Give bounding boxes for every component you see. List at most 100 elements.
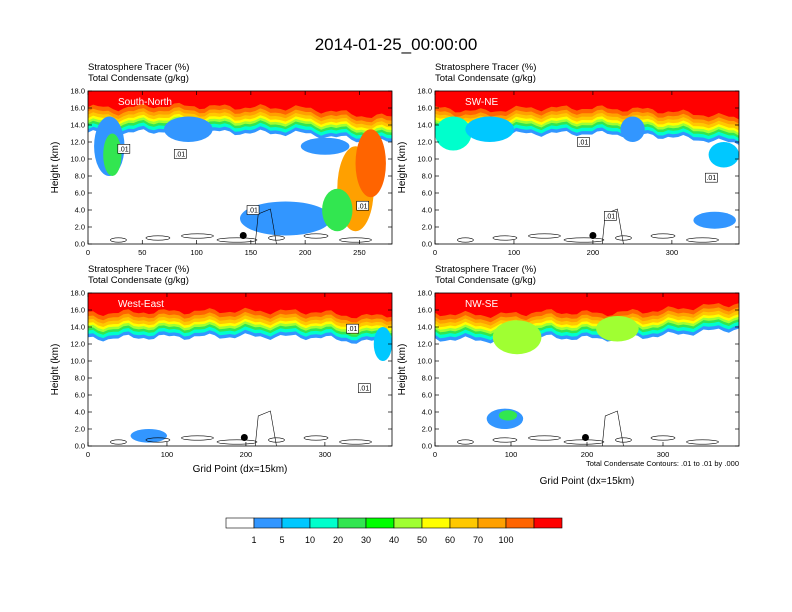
panel-subtitle-condensate: Total Condensate (g/kg): [435, 275, 536, 286]
colorbar-label: 1: [251, 535, 256, 545]
y-tick-label: 6.0: [422, 391, 432, 400]
contour-line: [492, 437, 518, 443]
contour-line: [110, 237, 127, 243]
colorbar-cell: [477, 517, 507, 529]
y-tick-label: 4.0: [422, 408, 432, 417]
y-tick-label: 10.0: [70, 155, 85, 164]
contour-line: [254, 208, 277, 244]
tracer-field: [435, 91, 739, 244]
colorbar-cell: [309, 517, 339, 529]
colorbar-label: 100: [498, 535, 513, 545]
tracer-blob: [465, 116, 515, 142]
contour-label: .01: [248, 208, 258, 215]
contour-line: [181, 435, 214, 441]
contour-label-box: [358, 383, 371, 394]
y-tick-label: 6.0: [75, 189, 85, 198]
y-tick-label: 8.0: [422, 172, 432, 181]
colorbar-cell: [421, 517, 451, 529]
y-axis-label: Height (km): [397, 142, 408, 194]
x-tick-label: 0: [86, 450, 90, 459]
panel-subtitle-condensate: Total Condensate (g/kg): [88, 73, 189, 84]
y-tick-label: 2.0: [75, 425, 85, 434]
x-tick-label: 200: [587, 248, 600, 257]
contour-line: [457, 439, 474, 445]
contour-label: .01: [359, 386, 369, 393]
contour-label: .01: [579, 140, 589, 147]
location-marker: [589, 232, 597, 239]
tracer-blob: [164, 116, 213, 142]
contour-line: [268, 437, 285, 443]
tracer-blob: [322, 188, 353, 232]
colorbar-label: 5: [279, 535, 284, 545]
contour-line: [686, 439, 719, 445]
contour-line: [615, 437, 632, 443]
y-tick-label: 16.0: [70, 306, 85, 315]
colorbar-label: 40: [389, 535, 399, 545]
tracer-blob: [693, 211, 736, 229]
y-tick-label: 12.0: [417, 340, 432, 349]
tracer-blob: [103, 133, 122, 176]
colorbar-label: 10: [305, 535, 315, 545]
colorbar-cell: [533, 517, 563, 529]
x-tick-label: 50: [138, 248, 146, 257]
tracer-blob: [708, 142, 739, 168]
contour-label-box: [577, 137, 590, 147]
contour-line: [145, 437, 171, 443]
tracer-blob: [498, 410, 518, 421]
location-marker: [239, 232, 247, 239]
y-tick-label: 0.0: [422, 442, 432, 451]
x-tick-label: 250: [353, 248, 366, 257]
contour-label: .01: [119, 146, 129, 153]
x-tick-label: 0: [86, 248, 90, 257]
contour-line: [339, 439, 372, 445]
colorbar-cell: [281, 517, 311, 529]
contour-line: [650, 435, 676, 441]
tracer-field: [435, 293, 739, 446]
x-tick-label: 100: [505, 450, 518, 459]
contour-line: [216, 439, 258, 445]
y-tick-label: 6.0: [75, 391, 85, 400]
colorbar-cell: [365, 517, 395, 529]
x-tick-label: 0: [433, 450, 437, 459]
contour-line: [528, 435, 561, 441]
x-tick-label: 150: [245, 248, 258, 257]
panel-subtitle-tracer: Stratosphere Tracer (%): [435, 264, 536, 275]
location-marker: [581, 434, 589, 441]
y-tick-label: 18.0: [417, 289, 432, 298]
tracer-band: [435, 91, 739, 120]
contour-label: .01: [348, 326, 358, 333]
contour-label: .01: [175, 151, 185, 158]
colorbar-label: 20: [333, 535, 343, 545]
condensate-contours: [457, 208, 719, 244]
condensate-contours: [110, 410, 372, 446]
contour-line: [528, 233, 561, 239]
tracer-band: [88, 293, 392, 319]
contour-line: [254, 410, 277, 446]
colorbar-cell: [449, 517, 479, 529]
tracer-blob: [596, 315, 639, 342]
contour-line: [686, 237, 719, 243]
y-tick-label: 10.0: [417, 155, 432, 164]
x-tick-label: 100: [508, 248, 521, 257]
colorbar-label: 60: [445, 535, 455, 545]
panel-west-east: Stratosphere Tracer (%)Total Condensate …: [50, 264, 393, 475]
y-tick-label: 14.0: [417, 323, 432, 332]
y-tick-label: 4.0: [422, 206, 432, 215]
y-axis-label: Height (km): [50, 344, 61, 396]
y-tick-label: 14.0: [70, 323, 85, 332]
contour-line: [563, 237, 605, 243]
x-axis-label: Grid Point (dx=15km): [193, 464, 288, 475]
y-tick-label: 12.0: [417, 138, 432, 147]
y-tick-label: 16.0: [417, 104, 432, 113]
contour-label-box: [173, 149, 187, 159]
tracer-blob: [435, 116, 472, 151]
tracer-blob: [620, 116, 645, 142]
y-tick-label: 8.0: [75, 374, 85, 383]
contour-line: [268, 235, 285, 241]
condensate-contours: [457, 410, 719, 446]
y-tick-label: 0.0: [422, 240, 432, 249]
y-axis-label: Height (km): [50, 142, 61, 194]
y-tick-label: 12.0: [70, 138, 85, 147]
colorbar: 1 5 10 20 30 40 50 60 70 100: [225, 517, 563, 545]
tracer-field: [88, 293, 392, 446]
